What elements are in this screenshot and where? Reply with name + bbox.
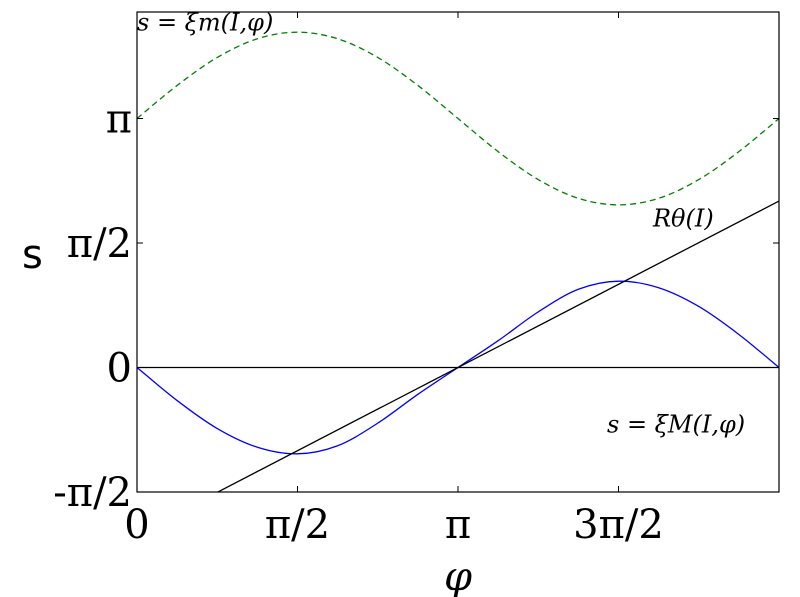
y-tick-label-3: π <box>106 97 132 143</box>
y-axis-label: s <box>22 232 43 278</box>
y-tick-label-0: -π/2 <box>53 470 132 516</box>
x-tick-label-1: π/2 <box>265 502 330 548</box>
x-axis-label: φ <box>444 554 472 597</box>
x-tick-label-0: 0 <box>124 502 149 548</box>
series-layer <box>137 31 779 492</box>
annotation-layer: s = ξm(I,φ) Rθ(I) s = ξM(I,φ) <box>137 9 745 439</box>
annotation-2: s = ξM(I,φ) <box>607 410 745 438</box>
y-tick-label-1: 0 <box>107 346 132 392</box>
label-layer: φ s <box>22 232 472 597</box>
x-tick-label-2: π <box>445 502 471 548</box>
annotation-0: s = ξm(I,φ) <box>137 9 273 37</box>
plot-background <box>137 12 779 492</box>
annotation-1: Rθ(I) <box>652 204 714 232</box>
y-tick-label-2: π/2 <box>67 221 132 267</box>
tick-layer: 0 π/2 π 3π/2-π/20π/2π <box>53 12 779 548</box>
series-line-xi-m <box>137 31 779 206</box>
x-tick-label-3: 3π/2 <box>573 502 664 548</box>
